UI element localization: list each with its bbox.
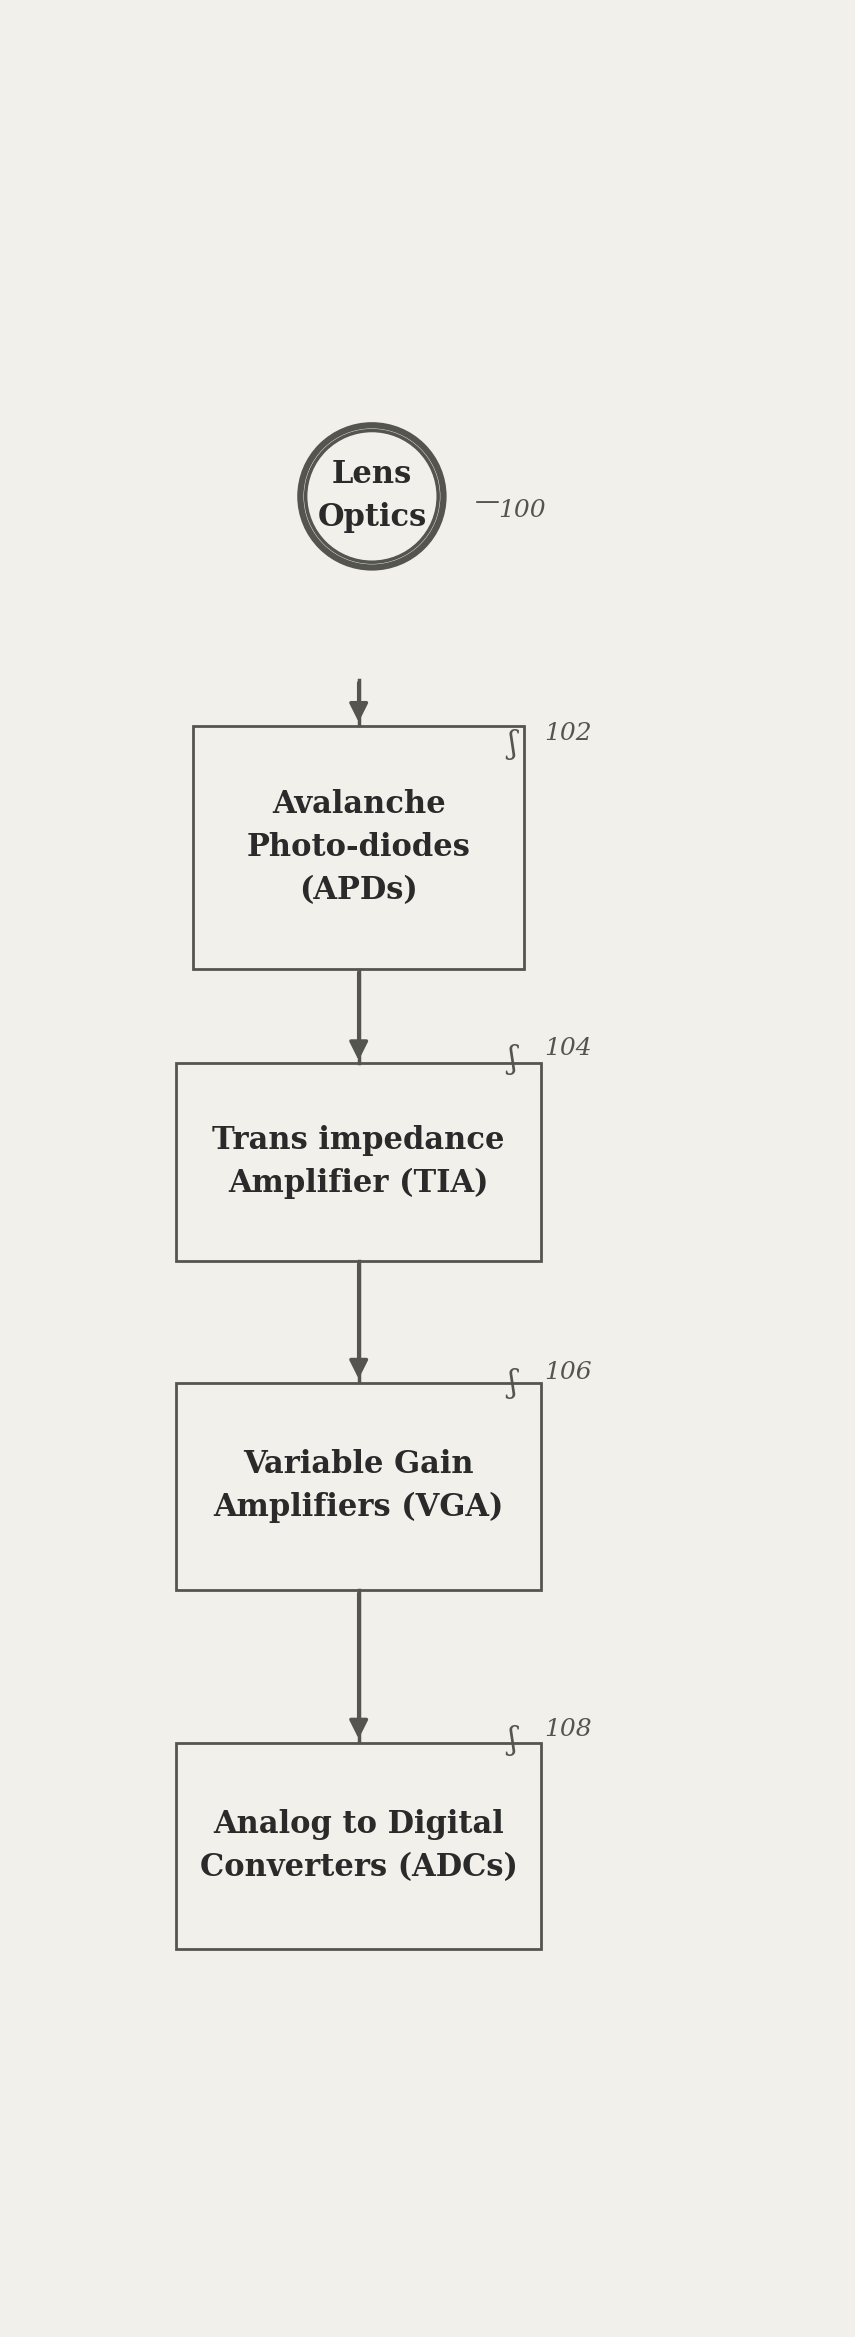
- Ellipse shape: [306, 430, 439, 563]
- Text: 102: 102: [544, 722, 592, 746]
- Bar: [176, 1384, 541, 1589]
- Text: ʃ: ʃ: [514, 1042, 522, 1073]
- Text: 100: 100: [498, 500, 545, 521]
- Bar: [176, 1743, 541, 1949]
- Text: Avalanche
Photo-diodes
(APDs): Avalanche Photo-diodes (APDs): [247, 790, 470, 907]
- Text: 104: 104: [544, 1038, 592, 1061]
- Text: ʃ: ʃ: [514, 1367, 522, 1398]
- Text: 108: 108: [544, 1718, 592, 1741]
- Text: 106: 106: [544, 1360, 592, 1384]
- Text: Variable Gain
Amplifiers (VGA): Variable Gain Amplifiers (VGA): [214, 1449, 504, 1524]
- Text: Trans impedance
Amplifier (TIA): Trans impedance Amplifier (TIA): [212, 1124, 505, 1199]
- Text: Analog to Digital
Converters (ADCs): Analog to Digital Converters (ADCs): [200, 1809, 517, 1884]
- Bar: [193, 727, 524, 970]
- Bar: [176, 1063, 541, 1262]
- Text: ʃ: ʃ: [514, 727, 522, 760]
- Text: —: —: [475, 491, 499, 514]
- Text: ʃ: ʃ: [514, 1722, 522, 1753]
- Text: Lens
Optics: Lens Optics: [317, 460, 427, 533]
